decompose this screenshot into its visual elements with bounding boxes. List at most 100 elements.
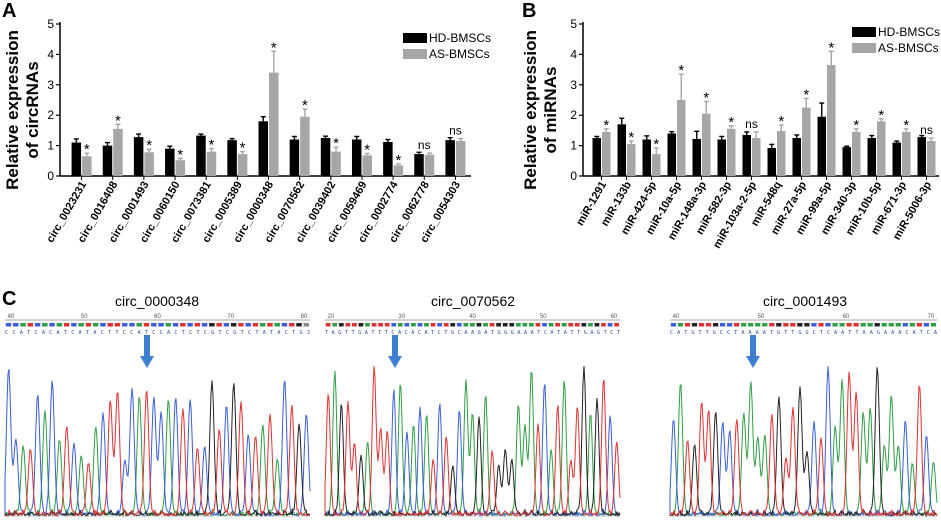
base-call-block (881, 323, 887, 327)
ruler-position: 80 (301, 314, 308, 320)
base-call-block (230, 323, 237, 327)
significance-label: * (803, 86, 809, 103)
y-tick-label: 1 (47, 139, 54, 153)
base-call-block (56, 323, 63, 327)
y-tick-label: 0 (570, 169, 577, 183)
base-call-block (365, 323, 370, 327)
base-call-block (114, 323, 121, 327)
base-call-block (289, 323, 295, 327)
base-call-block (463, 323, 469, 327)
trace-group (324, 365, 621, 518)
bar-as-bmscs (627, 144, 636, 176)
trace-t (324, 366, 621, 518)
significance-label: ns (449, 124, 462, 138)
significance-label: * (177, 146, 183, 163)
chart-b-bars: * * * * * * ns * * * * * * ns (592, 39, 936, 176)
significance-label: * (603, 117, 609, 134)
bar-as-bmscs (802, 107, 811, 176)
y-tick-label: 1 (570, 139, 577, 153)
base-call-block (34, 323, 41, 327)
base-call-block (476, 323, 482, 327)
base-call-block (417, 323, 423, 327)
base-call-block (78, 323, 84, 327)
chart-b-categories: miR-1291miR-133bmiR-424-5pmiR-10a-5pmiR-… (574, 179, 934, 250)
base-call-block (49, 323, 55, 327)
ruler-position: 20 (328, 314, 335, 320)
bar-hd-bmscs (917, 137, 926, 176)
base-call-block (825, 323, 831, 327)
base-call-block (811, 323, 817, 327)
base-call-block (741, 323, 747, 327)
base-call-block (522, 323, 528, 327)
significance-label: * (302, 97, 308, 114)
bar-as-bmscs (331, 151, 341, 176)
base-call-block (684, 323, 691, 327)
bar-hd-bmscs (383, 141, 393, 176)
significance-label: * (271, 39, 277, 56)
bar-hd-bmscs (196, 135, 206, 176)
trace-group (4, 369, 311, 518)
panel-letter-b: B (522, 0, 536, 22)
bar-hd-bmscs (692, 138, 701, 176)
significance-label: * (84, 141, 90, 158)
base-call-block (245, 323, 251, 327)
trace-t (669, 371, 938, 518)
base-call-block (13, 323, 19, 327)
base-call-block (712, 323, 719, 327)
base-call-block (180, 323, 186, 327)
bar-hd-bmscs (102, 145, 113, 176)
base-call-block (63, 323, 70, 327)
base-call-block (568, 323, 574, 327)
y-tick-label: 5 (47, 17, 54, 31)
ruler-position: 50 (540, 314, 547, 320)
chromatogram-title: circ_0070562 (431, 293, 515, 309)
ruler-position: 50 (81, 314, 88, 320)
base-call-block (727, 323, 733, 327)
base-call-block (325, 323, 331, 327)
bar-as-bmscs (206, 151, 217, 176)
base-call-block (542, 323, 547, 327)
significance-label: * (828, 39, 834, 56)
base-call-block (267, 323, 273, 327)
base-call-block (456, 323, 462, 327)
chromatogram-1: circ_0000348 40 50 60 70 80 CCATCACATCATACTTCC… (4, 293, 311, 518)
legend-swatch-hd (403, 33, 427, 43)
base-call-block (719, 323, 726, 327)
significance-label: * (878, 107, 884, 124)
significance-label: * (853, 117, 859, 134)
base-call-block (762, 323, 768, 327)
bar-as-bmscs (362, 155, 372, 176)
chromatogram-title: circ_0000348 (115, 293, 199, 309)
bar-as-bmscs (424, 154, 435, 176)
bar-as-bmscs (175, 160, 186, 176)
base-call-block (397, 323, 403, 327)
base-call-block (378, 323, 383, 327)
bar-as-bmscs (300, 116, 310, 176)
base-call-block (561, 323, 567, 327)
base-call-block (281, 323, 288, 327)
ruler-position: 40 (8, 314, 15, 320)
base-call-block (259, 323, 266, 327)
chart-circrna-expression: Relative expression of circRNAs 0 1 2 3 4 5 *… (3, 17, 491, 245)
base-call-block (888, 323, 894, 327)
legend-label-as: AS-BMSCs (878, 41, 939, 55)
base-call-block (832, 323, 838, 327)
base-call-block (548, 323, 554, 327)
significance-label: * (728, 114, 734, 131)
base-call-block (100, 323, 106, 327)
bar-hd-bmscs (414, 154, 424, 176)
base-call-block (601, 323, 606, 327)
bar-hd-bmscs (792, 138, 801, 176)
bar-as-bmscs (702, 113, 711, 176)
base-call-block (923, 323, 929, 327)
y-tick-label: 3 (570, 78, 577, 92)
base-call-block (670, 323, 677, 327)
base-call-block (776, 323, 782, 327)
junction-arrow-icon (140, 335, 154, 368)
bar-hd-bmscs (817, 116, 826, 176)
bar-as-bmscs (393, 165, 404, 176)
base-call-block (748, 323, 754, 327)
y-tick-label: 4 (570, 47, 577, 61)
base-call-block (691, 323, 698, 327)
